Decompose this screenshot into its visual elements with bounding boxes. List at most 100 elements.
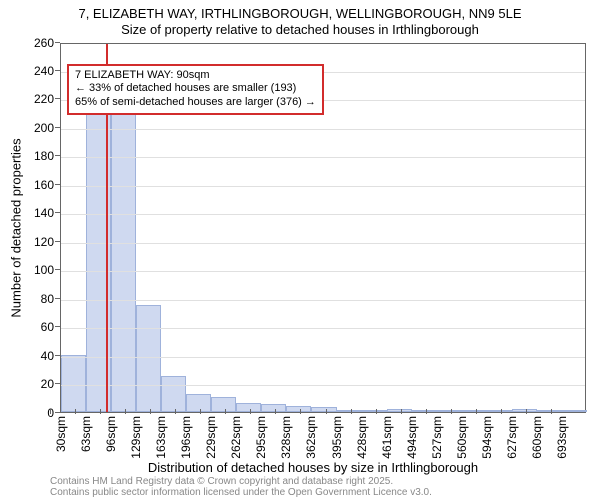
x-tick-label: 693sqm xyxy=(555,416,569,459)
gridline xyxy=(61,214,585,215)
histogram-bar xyxy=(311,407,336,411)
histogram-bar xyxy=(562,410,587,412)
x-tick-label: 594sqm xyxy=(480,416,494,459)
page-root: 7, ELIZABETH WAY, IRTHLINGBOROUGH, WELLI… xyxy=(0,0,600,500)
x-tick-label: 96sqm xyxy=(104,416,118,452)
histogram-bar xyxy=(437,410,462,412)
y-tick-label: 260 xyxy=(34,36,54,50)
x-tick-mark xyxy=(401,409,402,414)
x-tick-mark xyxy=(275,409,276,414)
histogram-bar xyxy=(412,410,437,412)
x-axis-label: Distribution of detached houses by size … xyxy=(50,460,576,475)
x-tick-label: 196sqm xyxy=(179,416,193,459)
x-tick-label: 163sqm xyxy=(154,416,168,459)
histogram-bar xyxy=(161,376,186,412)
x-tick-label: 295sqm xyxy=(254,416,268,459)
y-tick-mark xyxy=(55,155,60,156)
x-tick-mark xyxy=(501,409,502,414)
gridline xyxy=(61,186,585,187)
x-tick-mark xyxy=(376,409,377,414)
gridline xyxy=(61,300,585,301)
x-tick-mark xyxy=(526,409,527,414)
y-tick-mark xyxy=(55,383,60,384)
x-tick-mark xyxy=(326,409,327,414)
x-tick-mark xyxy=(426,409,427,414)
x-tick-label: 262sqm xyxy=(229,416,243,459)
x-tick-label: 527sqm xyxy=(430,416,444,459)
x-tick-mark xyxy=(551,409,552,414)
x-tick-mark xyxy=(125,409,126,414)
gridline xyxy=(61,157,585,158)
y-tick-label: 140 xyxy=(34,206,54,220)
x-tick-label: 362sqm xyxy=(304,416,318,459)
callout-box: 7 ELIZABETH WAY: 90sqm ← 33% of detached… xyxy=(67,64,324,115)
gridline xyxy=(61,129,585,130)
y-tick-mark xyxy=(55,127,60,128)
gridline xyxy=(61,271,585,272)
x-tick-label: 560sqm xyxy=(455,416,469,459)
x-tick-mark xyxy=(250,409,251,414)
y-tick-mark xyxy=(55,298,60,299)
y-tick-mark xyxy=(55,42,60,43)
x-ticks: 30sqm63sqm96sqm129sqm163sqm196sqm229sqm2… xyxy=(50,414,576,464)
histogram-bar xyxy=(261,404,286,411)
x-tick-label: 627sqm xyxy=(505,416,519,459)
histogram-bar xyxy=(61,355,86,412)
y-tick-label: 60 xyxy=(41,320,54,334)
y-tick-mark xyxy=(55,98,60,99)
x-tick-mark xyxy=(225,409,226,414)
x-tick-label: 395sqm xyxy=(330,416,344,459)
callout-line3: 65% of semi-detached houses are larger (… xyxy=(75,96,316,110)
histogram-bar xyxy=(462,410,487,412)
gridline xyxy=(61,357,585,358)
y-tick-mark xyxy=(55,70,60,71)
y-tick-label: 240 xyxy=(34,64,54,78)
y-tick-label: 200 xyxy=(34,121,54,135)
histogram-bar xyxy=(537,410,562,412)
y-tick-mark xyxy=(55,355,60,356)
histogram-bar xyxy=(512,409,537,412)
attribution-line1: Contains HM Land Registry data © Crown c… xyxy=(50,476,576,487)
y-tick-mark xyxy=(55,412,60,413)
y-tick-label: 120 xyxy=(34,235,54,249)
histogram-bar xyxy=(286,406,311,412)
x-tick-mark xyxy=(200,409,201,414)
x-tick-mark xyxy=(100,409,101,414)
title-block: 7, ELIZABETH WAY, IRTHLINGBOROUGH, WELLI… xyxy=(10,6,590,39)
gridline xyxy=(61,385,585,386)
y-tick-mark xyxy=(55,212,60,213)
y-tick-mark xyxy=(55,269,60,270)
attribution-line2: Contains public sector information licen… xyxy=(50,487,576,498)
x-tick-label: 129sqm xyxy=(129,416,143,459)
y-tick-label: 20 xyxy=(41,377,54,391)
x-tick-label: 494sqm xyxy=(405,416,419,459)
x-tick-mark xyxy=(50,409,51,414)
y-tick-label: 220 xyxy=(34,92,54,106)
title-address: 7, ELIZABETH WAY, IRTHLINGBOROUGH, WELLI… xyxy=(10,6,590,22)
attribution: Contains HM Land Registry data © Crown c… xyxy=(50,476,576,498)
y-tick-mark xyxy=(55,326,60,327)
x-tick-label: 328sqm xyxy=(279,416,293,459)
x-tick-label: 229sqm xyxy=(204,416,218,459)
y-tick-label: 80 xyxy=(41,292,54,306)
histogram-bar xyxy=(387,409,412,412)
histogram-bar xyxy=(136,305,161,412)
y-tick-mark xyxy=(55,241,60,242)
y-tick-mark xyxy=(55,184,60,185)
histogram-bar xyxy=(186,394,211,411)
chart-frame: Number of detached properties 7 ELIZABET… xyxy=(60,43,586,413)
x-tick-label: 660sqm xyxy=(530,416,544,459)
x-tick-mark xyxy=(150,409,151,414)
plot-area: 7 ELIZABETH WAY: 90sqm ← 33% of detached… xyxy=(60,43,586,413)
y-tick-label: 40 xyxy=(41,349,54,363)
y-tick-label: 100 xyxy=(34,263,54,277)
x-tick-label: 63sqm xyxy=(79,416,93,452)
y-tick-label: 160 xyxy=(34,178,54,192)
gridline xyxy=(61,328,585,329)
histogram-bar xyxy=(362,410,387,412)
x-tick-label: 428sqm xyxy=(355,416,369,459)
x-tick-mark xyxy=(300,409,301,414)
y-axis-label: Number of detached properties xyxy=(9,138,24,317)
callout-line2: ← 33% of detached houses are smaller (19… xyxy=(75,82,316,96)
callout-line1: 7 ELIZABETH WAY: 90sqm xyxy=(75,69,316,83)
